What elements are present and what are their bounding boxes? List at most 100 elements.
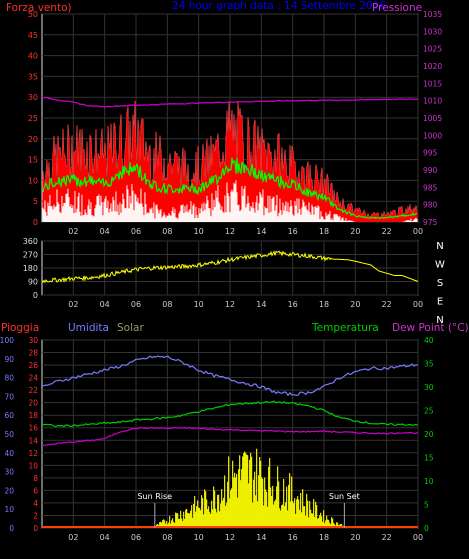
sunset-label: Sun Set bbox=[329, 492, 360, 501]
pressure-y-tick: 1010 bbox=[423, 97, 442, 106]
environment-panel-x-tick: 20 bbox=[350, 533, 360, 542]
environment-panel-x-tick: 12 bbox=[225, 533, 235, 542]
wind-pressure-panel: 02 04 06 08 10 12 14 16 18 20 22 000510152025303540… bbox=[28, 10, 443, 236]
rain-y-tick: 12 bbox=[28, 449, 38, 458]
wind-panel-x-tick: 20 bbox=[350, 227, 360, 236]
direction-y-tick: 360 bbox=[23, 237, 38, 246]
direction-panel-x-tick: 22 bbox=[382, 300, 392, 309]
direction-letter: N bbox=[436, 241, 443, 252]
wind-y-tick: 5 bbox=[33, 197, 38, 206]
temperature-y-tick: 15 bbox=[424, 454, 434, 463]
wind-y-tick: 45 bbox=[28, 31, 38, 40]
direction-y-tick: 90 bbox=[28, 278, 38, 287]
wind-bars bbox=[42, 101, 418, 222]
wind-panel-x-tick: 06 bbox=[131, 227, 141, 236]
rain-label: Pioggia bbox=[1, 322, 39, 334]
humidity-y-tick: 90 bbox=[4, 355, 14, 364]
wind-panel-x-tick: 08 bbox=[162, 227, 172, 236]
environment-panel-x-tick: 02 bbox=[68, 533, 78, 542]
temperature-y-tick: 0 bbox=[424, 524, 429, 533]
temperature-y-tick: 5 bbox=[424, 501, 429, 510]
rain-y-tick: 24 bbox=[28, 374, 38, 383]
rain-y-tick: 22 bbox=[28, 386, 38, 395]
humidity-label: Umidita bbox=[68, 322, 109, 334]
environment-panel-x-tick: 10 bbox=[194, 533, 204, 542]
humidity-line bbox=[41, 355, 419, 397]
direction-letter: W bbox=[435, 260, 445, 271]
rain-y-tick: 30 bbox=[28, 336, 38, 345]
wind-panel-x-tick: 00 bbox=[413, 227, 423, 236]
wind-y-tick: 50 bbox=[28, 10, 38, 19]
direction-panel-x-tick: 00 bbox=[413, 300, 423, 309]
wind-panel-x-tick: 02 bbox=[68, 227, 78, 236]
direction-panel-x-tick: 12 bbox=[225, 300, 235, 309]
humidity-y-tick: 70 bbox=[4, 392, 14, 401]
solar-bars bbox=[152, 448, 348, 528]
pressure-y-tick: 1030 bbox=[423, 27, 442, 36]
direction-letter: S bbox=[437, 278, 443, 289]
wind-y-tick: 15 bbox=[28, 156, 38, 165]
wind-average-line bbox=[42, 157, 418, 220]
direction-y-tick: 0 bbox=[33, 291, 38, 300]
humidity-y-tick: 100 bbox=[0, 336, 14, 345]
direction-panel-x-tick: 20 bbox=[350, 300, 360, 309]
environment-panel-x-tick: 06 bbox=[131, 533, 141, 542]
sunrise-label: Sun Rise bbox=[137, 492, 172, 501]
environment-panel-x-tick: 04 bbox=[100, 533, 110, 542]
humidity-y-tick: 50 bbox=[4, 430, 14, 439]
humidity-y-tick: 0 bbox=[9, 524, 14, 533]
wind-y-tick: 40 bbox=[28, 52, 38, 61]
pressure-y-tick: 1035 bbox=[423, 10, 442, 19]
direction-letter: E bbox=[437, 297, 443, 308]
wind-panel-x-tick: 18 bbox=[319, 227, 329, 236]
wind-y-tick: 30 bbox=[28, 93, 38, 102]
wind-panel-x-tick: 10 bbox=[194, 227, 204, 236]
environment-panel-x-tick: 18 bbox=[319, 533, 329, 542]
rain-y-tick: 0 bbox=[33, 524, 38, 533]
pressure-y-tick: 995 bbox=[423, 149, 438, 158]
environment-panel-x-tick: 16 bbox=[288, 533, 298, 542]
humidity-y-tick: 80 bbox=[4, 374, 14, 383]
solar-label: Solar bbox=[117, 322, 144, 334]
dewpoint-line bbox=[41, 426, 419, 446]
environment-panel-x-tick: 00 bbox=[413, 533, 423, 542]
dewpoint-label: Dew Point (°C) bbox=[392, 322, 469, 334]
direction-y-tick: 180 bbox=[23, 264, 38, 273]
temperature-y-tick: 40 bbox=[424, 336, 434, 345]
wind-y-tick: 20 bbox=[28, 135, 38, 144]
pressure-y-tick: 980 bbox=[423, 201, 438, 210]
environment-panel: 02 04 06 08 10 12 14 16 18 20 22 000246810121416182… bbox=[0, 336, 434, 542]
environment-panel-x-tick: 22 bbox=[382, 533, 392, 542]
pressure-y-tick: 1000 bbox=[423, 131, 442, 140]
humidity-y-tick: 10 bbox=[4, 505, 14, 514]
wind-y-tick: 10 bbox=[28, 176, 38, 185]
rain-y-tick: 2 bbox=[33, 511, 38, 520]
environment-panel-x-tick: 14 bbox=[256, 533, 266, 542]
direction-panel-x-tick: 16 bbox=[288, 300, 298, 309]
wind-panel-x-tick: 04 bbox=[100, 227, 110, 236]
rain-y-tick: 26 bbox=[28, 361, 38, 370]
direction-panel-x-tick: 18 bbox=[319, 300, 329, 309]
pressure-y-tick: 1020 bbox=[423, 62, 442, 71]
direction-panel-x-tick: 08 bbox=[162, 300, 172, 309]
environment-panel-x-tick: 08 bbox=[162, 533, 172, 542]
pressure-y-tick: 1025 bbox=[423, 45, 442, 54]
rain-y-tick: 14 bbox=[28, 436, 38, 445]
direction-y-tick: 270 bbox=[23, 251, 38, 260]
temperature-y-tick: 30 bbox=[424, 383, 434, 392]
temperature-y-tick: 25 bbox=[424, 407, 434, 416]
wind-panel-x-tick: 22 bbox=[382, 227, 392, 236]
wind-y-tick: 35 bbox=[28, 72, 38, 81]
wind-panel-x-tick: 16 bbox=[288, 227, 298, 236]
humidity-y-tick: 30 bbox=[4, 468, 14, 477]
direction-panel-x-tick: 06 bbox=[131, 300, 141, 309]
temperature-y-tick: 10 bbox=[424, 477, 434, 486]
temperature-line bbox=[42, 400, 419, 428]
rain-y-tick: 4 bbox=[33, 499, 38, 508]
pressure-line bbox=[41, 96, 419, 108]
pressure-y-tick: 975 bbox=[423, 218, 438, 227]
wind-axis-label: Forza vento) bbox=[6, 2, 72, 14]
